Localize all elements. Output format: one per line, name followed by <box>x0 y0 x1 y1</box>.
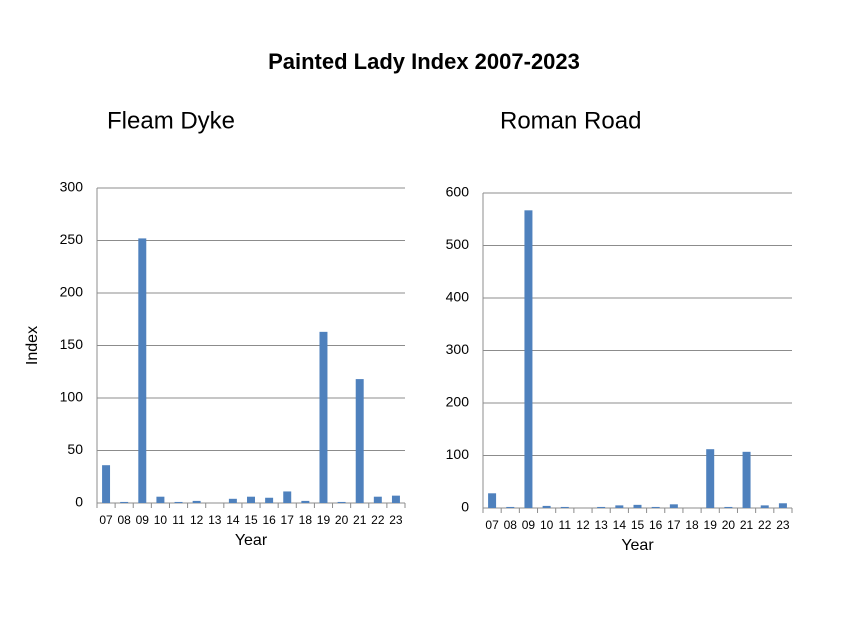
bar <box>355 379 364 503</box>
x-tick-label: 17 <box>281 513 295 527</box>
x-tick-label: 12 <box>190 513 204 527</box>
bar <box>760 505 769 508</box>
bar <box>742 451 751 508</box>
x-tick-label: 11 <box>172 513 185 527</box>
page-title: Painted Lady Index 2007-2023 <box>268 49 580 74</box>
y-axis-title: Index <box>24 326 41 365</box>
x-tick-label: 15 <box>631 518 645 532</box>
bar <box>228 498 237 503</box>
bar <box>319 331 328 503</box>
bar <box>615 505 624 508</box>
x-tick-label: 19 <box>317 513 331 527</box>
bar <box>391 495 400 503</box>
bar <box>488 493 497 508</box>
x-tick-label: 19 <box>704 518 718 532</box>
x-tick-label: 15 <box>244 513 258 527</box>
bar <box>156 496 165 503</box>
bar <box>560 506 569 508</box>
x-axis-title: Year <box>235 532 268 549</box>
bar <box>120 501 129 503</box>
bar <box>633 504 642 508</box>
y-tick-label: 200 <box>446 394 470 410</box>
y-tick-label: 200 <box>60 284 84 300</box>
bar <box>174 501 183 503</box>
bar <box>102 465 111 503</box>
bar <box>337 501 346 503</box>
chart-title: Roman Road <box>500 107 641 134</box>
x-tick-label: 22 <box>758 518 772 532</box>
x-tick-label: 14 <box>226 513 240 527</box>
y-tick-label: 400 <box>446 289 470 305</box>
x-tick-label: 09 <box>136 513 150 527</box>
bar <box>651 506 660 508</box>
x-tick-label: 07 <box>485 518 499 532</box>
bar <box>283 491 292 503</box>
x-tick-label: 10 <box>154 513 168 527</box>
bar <box>724 506 733 508</box>
x-tick-label: 17 <box>667 518 681 532</box>
y-tick-label: 0 <box>75 494 83 510</box>
x-tick-label: 07 <box>99 513 113 527</box>
x-tick-label: 13 <box>208 513 222 527</box>
bar <box>138 238 147 503</box>
bar <box>265 497 274 503</box>
x-tick-label: 16 <box>262 513 276 527</box>
y-tick-label: 150 <box>60 336 84 352</box>
bar <box>247 496 255 503</box>
y-tick-label: 100 <box>60 389 84 405</box>
x-tick-label: 21 <box>740 518 754 532</box>
y-tick-label: 600 <box>446 184 470 200</box>
y-tick-label: 250 <box>60 231 84 247</box>
bar <box>506 506 515 508</box>
x-tick-label: 14 <box>613 518 627 532</box>
x-tick-label: 20 <box>335 513 349 527</box>
bar <box>301 500 310 503</box>
x-tick-label: 22 <box>371 513 385 527</box>
x-tick-label: 12 <box>576 518 590 532</box>
y-tick-label: 300 <box>60 179 84 195</box>
x-tick-label: 18 <box>685 518 699 532</box>
x-tick-label: 20 <box>722 518 736 532</box>
bar <box>669 504 678 508</box>
x-tick-label: 23 <box>776 518 790 532</box>
y-tick-label: 300 <box>446 341 470 357</box>
y-tick-label: 0 <box>461 499 469 515</box>
x-tick-label: 23 <box>389 513 403 527</box>
x-tick-label: 21 <box>353 513 367 527</box>
x-tick-label: 10 <box>540 518 554 532</box>
x-tick-label: 16 <box>649 518 663 532</box>
y-tick-label: 50 <box>67 441 83 457</box>
bar <box>192 500 201 503</box>
bar <box>778 503 787 508</box>
x-tick-label: 09 <box>522 518 536 532</box>
x-tick-label: 18 <box>299 513 313 527</box>
y-tick-label: 100 <box>446 446 470 462</box>
x-axis-title: Year <box>621 537 654 554</box>
bar <box>706 449 715 508</box>
bar <box>542 505 551 508</box>
bar <box>524 210 533 508</box>
x-tick-label: 08 <box>117 513 131 527</box>
y-tick-label: 500 <box>446 236 470 252</box>
x-tick-label: 13 <box>594 518 608 532</box>
chart-title: Fleam Dyke <box>107 107 235 134</box>
bar <box>597 506 606 508</box>
x-tick-label: 08 <box>504 518 518 532</box>
x-tick-label: 11 <box>559 518 572 532</box>
bar <box>373 496 382 503</box>
